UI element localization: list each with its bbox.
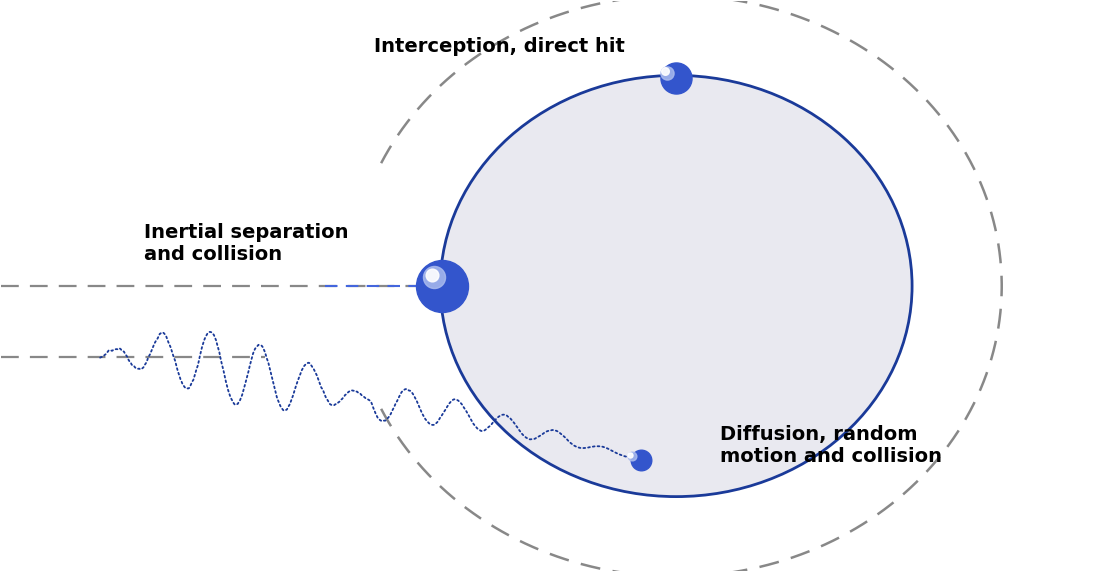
Point [425,273,442,282]
Point [657,67,674,76]
Point [632,455,650,464]
Text: Inertial separation
and collision: Inertial separation and collision [144,223,349,264]
Ellipse shape [440,76,912,496]
Text: Interception, direct hit: Interception, direct hit [374,37,625,57]
Text: Diffusion, random
motion and collision: Diffusion, random motion and collision [720,425,942,466]
Point [433,281,451,291]
Point [659,69,676,78]
Point [624,452,641,461]
Point [621,451,639,460]
Point [422,270,440,279]
Point [668,74,685,83]
